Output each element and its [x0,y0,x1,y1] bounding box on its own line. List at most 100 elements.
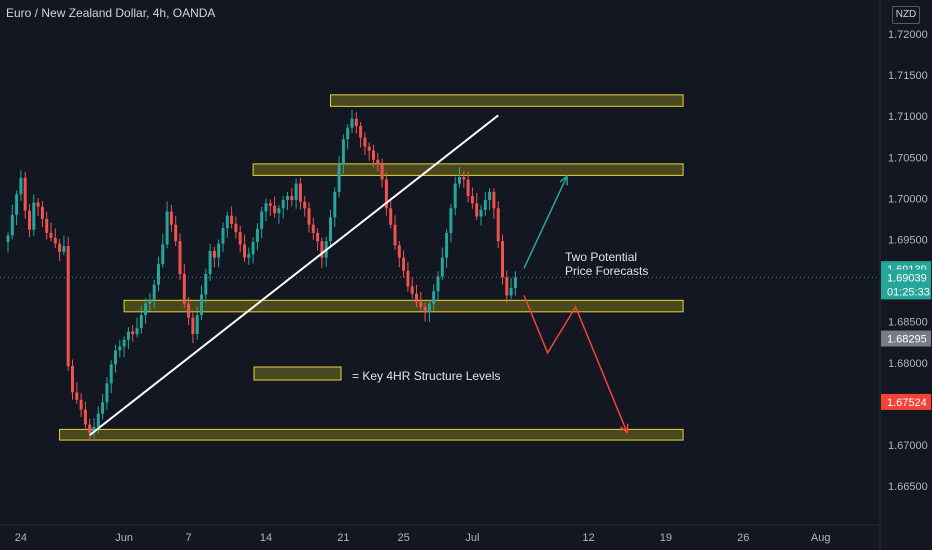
candle-body [488,191,492,201]
candle-body [277,208,281,214]
forecast-down-arrow [523,295,628,433]
candle-body [53,237,57,244]
y-tick-label: 1.71000 [888,111,928,123]
candle-body [238,232,242,245]
candle-body [359,126,363,138]
candle-body [10,214,14,236]
candle-body [208,251,212,275]
candle-body [187,303,191,318]
candle-body [432,291,436,304]
candle-body [75,392,79,400]
legend-annotation: = Key 4HR Structure Levels [352,369,501,383]
candle-body [212,251,216,258]
candle-body [152,284,156,300]
candle-body [92,426,96,433]
candle-body [363,137,367,147]
candle-body [513,277,517,288]
candle-body [384,179,388,209]
candle-body [200,294,203,316]
candle-body [453,183,457,209]
candle-body [247,254,251,258]
structure-zone [330,94,684,107]
candle-body [462,177,466,180]
candle-body [320,241,324,258]
candle-body [311,224,315,233]
candle-body [427,303,431,312]
candle-body [105,383,109,403]
candle-body [79,399,83,410]
candle-body [62,246,66,252]
candle-body [376,159,380,165]
candle-body [23,177,27,211]
candle-body [114,350,117,365]
candle-body [191,317,195,335]
y-tick-label: 1.68000 [888,358,928,370]
candle-body [264,203,268,212]
prev-close-tag-label: 1.68295 [887,334,927,346]
candle-body [294,183,298,201]
candle-body [230,215,234,224]
candle-body [139,315,143,329]
candle-body [234,223,238,233]
candle-body [303,201,307,209]
candle-body [45,218,49,233]
candle-body [415,293,418,302]
candle-body [449,208,453,233]
candle-body [423,306,427,312]
countdown-label: 01:25:33 [887,286,930,298]
candle-body [109,364,113,384]
forecast-annotation-line-1: Two Potential [565,250,638,264]
candle-body [169,211,173,225]
y-tick-label: 1.71500 [888,70,928,82]
low-price-tag-bg [881,393,931,410]
candle-body [195,315,199,335]
candle-body [316,232,320,242]
candle-body [96,413,100,427]
candle-body [131,331,135,335]
low-price-tag-label: 1.67524 [887,397,927,409]
x-tick-label: Jul [465,532,479,544]
candle-body [440,257,444,277]
structure-zone [123,299,684,313]
candle-body [58,243,62,252]
candle-body [458,177,461,184]
candle-body [157,264,160,285]
candle-body [410,286,414,294]
candle-body [165,211,169,245]
candle-body [475,203,479,217]
x-tick-label: 14 [260,532,272,544]
x-tick-label: 7 [186,532,192,544]
current-price-tag-bg [881,269,931,300]
candle-body [251,241,255,255]
candle-body [273,205,277,214]
candle-body [367,146,371,151]
candle-body [126,331,130,340]
candle-body [88,424,92,433]
forecast-up-arrow-arrowhead [559,174,568,186]
x-tick-label: 21 [337,532,349,544]
candle-body [466,179,470,196]
y-tick-label: 1.68500 [888,317,928,329]
candle-body [496,208,500,242]
candle-body [406,270,410,287]
candle-body [49,232,53,238]
candle-body [346,127,350,140]
candle-body [260,211,264,229]
candle-body [182,274,186,304]
x-tick-label: 26 [737,532,749,544]
candle-body [470,195,474,204]
candle-body [298,183,302,202]
candle-body [329,217,332,242]
candle-body [225,215,229,228]
candle-body [509,287,513,296]
candle-body [397,245,401,258]
candle-body [221,227,225,244]
x-tick-label: 24 [15,532,27,544]
candle-body [144,303,148,316]
y-tick-label: 1.70000 [888,193,928,205]
candle-body [19,177,23,195]
y-tick-label: 1.69500 [888,235,928,247]
candle-body [419,301,423,307]
currency-badge[interactable]: NZD [892,6,920,24]
